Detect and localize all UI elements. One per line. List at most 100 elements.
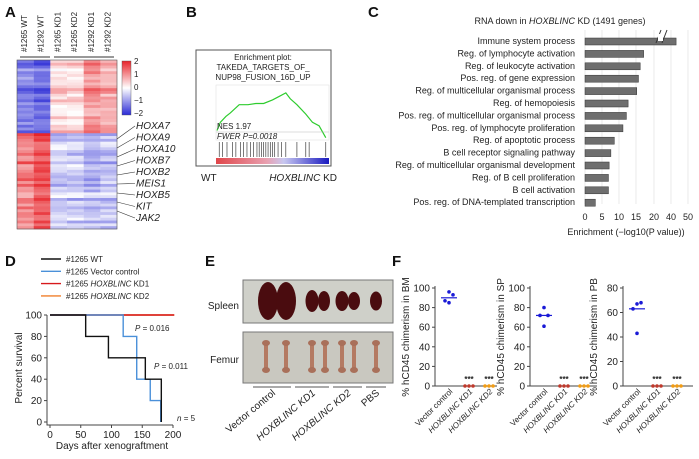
data-point xyxy=(566,384,570,388)
heatmap-cell xyxy=(83,206,101,210)
y-tick-label: 80 xyxy=(419,303,431,314)
heatmap-cell xyxy=(100,62,118,66)
heatmap-cell xyxy=(17,183,34,188)
y-tick-label: 0 xyxy=(519,382,525,393)
heatmap-cell xyxy=(100,226,118,230)
heatmap-cell xyxy=(33,74,51,78)
heatmap-cell xyxy=(83,71,101,75)
significance-stars: *** xyxy=(579,375,589,384)
x-tick-label: 15 xyxy=(631,212,641,222)
heatmap-cell xyxy=(17,172,34,176)
heatmap-cell xyxy=(100,119,118,123)
axes xyxy=(529,286,597,387)
data-point xyxy=(542,324,546,329)
significance-stars: *** xyxy=(652,375,662,384)
data-point xyxy=(443,298,447,303)
heatmap-cell xyxy=(50,144,68,148)
heatmap-cell xyxy=(67,62,84,66)
bar xyxy=(584,149,612,157)
heatmap-cell xyxy=(83,181,101,185)
heatmap-cell xyxy=(33,136,51,140)
heatmap-cell xyxy=(33,195,51,199)
row-label-spleen: Spleen xyxy=(208,301,239,312)
heatmap-cell xyxy=(17,102,34,106)
x-tick-label: 10 xyxy=(614,212,624,222)
heatmap-cell xyxy=(67,212,84,216)
spleen xyxy=(348,292,360,310)
heatmap-cell xyxy=(50,62,68,66)
heatmap-cell xyxy=(67,155,84,159)
heatmap-cell xyxy=(33,183,51,188)
heatmap-cell xyxy=(100,169,118,173)
category-label: Pos. reg. of DNA-templated transcription xyxy=(413,197,575,207)
heatmap-cell xyxy=(17,181,34,185)
heatmap-cell xyxy=(33,102,51,106)
heatmap-cell xyxy=(17,113,34,117)
heatmap-cell xyxy=(33,116,51,120)
heatmap-cell xyxy=(50,88,68,92)
femur-end xyxy=(350,367,358,373)
heatmap-cell xyxy=(50,133,68,137)
heatmap-cell xyxy=(67,203,84,207)
heatmap-cell xyxy=(50,60,68,64)
heatmap-cell xyxy=(100,212,118,216)
heatmap-cell xyxy=(17,186,34,190)
nes-label: NES 1.97 xyxy=(217,122,252,131)
bar xyxy=(584,124,624,133)
heatmap-cell xyxy=(50,82,68,86)
heatmap-cell xyxy=(33,99,51,103)
femur-end xyxy=(321,367,329,373)
survival-curve xyxy=(50,314,163,422)
heatmap-cell xyxy=(100,127,118,131)
heatmap-cell xyxy=(83,183,101,188)
heatmap-cell xyxy=(67,144,84,148)
bar xyxy=(584,112,627,120)
gene-label: HOXB5 xyxy=(136,190,170,201)
heatmap-cell xyxy=(83,65,101,69)
x-tick-label: 0 xyxy=(582,212,587,222)
heatmap-cell xyxy=(100,71,118,75)
category-label: Reg. of leukocyte activation xyxy=(465,61,575,71)
heatmap-cell xyxy=(100,82,118,86)
heatmap-cell xyxy=(50,76,68,81)
heatmap-cell xyxy=(83,136,101,140)
heatmap-cell xyxy=(83,138,101,142)
heatmap-cell xyxy=(67,186,84,190)
data-point xyxy=(586,384,590,388)
bar xyxy=(584,74,639,83)
heatmap-cell xyxy=(83,152,101,157)
heatmap-cell xyxy=(50,65,68,69)
heatmap-cell xyxy=(83,214,101,219)
gene-pointer xyxy=(116,201,136,207)
heatmap-cell xyxy=(100,200,118,204)
heatmap-cell xyxy=(67,164,84,168)
heatmap-cell xyxy=(100,223,118,227)
heatmap-cell xyxy=(67,150,84,154)
heatmap-cell xyxy=(17,62,34,66)
panel-label-e: E xyxy=(205,253,215,270)
heatmap-cell xyxy=(50,71,68,75)
heatmap-cell xyxy=(17,124,34,128)
heatmap-cell xyxy=(83,102,101,106)
category-label: B cell receptor signaling pathway xyxy=(443,148,575,158)
heatmap-cell xyxy=(83,62,101,66)
heatmap-cell xyxy=(17,107,34,111)
heatmap-cell xyxy=(33,206,51,210)
panel-a-heatmap: #1265 WT #1292 WT #1265 KD1 #1265 KD2 #1292 … xyxy=(16,11,176,230)
heatmap-cell xyxy=(100,99,118,103)
heatmap-cell xyxy=(33,124,51,128)
gsea-title-3: NUP98_FUSION_16D_UP xyxy=(215,73,310,82)
heatmap-cell xyxy=(83,147,101,151)
femur-head xyxy=(338,340,346,346)
heatmap-cell xyxy=(50,93,68,97)
x-tick-label: 150 xyxy=(134,430,151,441)
heatmap-cell xyxy=(17,175,34,179)
heatmap-cell xyxy=(33,181,51,185)
spleen xyxy=(258,282,278,320)
heatmap-cell xyxy=(50,212,68,216)
data-point xyxy=(483,384,487,388)
femur-head xyxy=(282,340,290,346)
heatmap-cell xyxy=(100,60,118,64)
heatmap-cell xyxy=(83,93,101,97)
heatmap-cell xyxy=(33,175,51,179)
